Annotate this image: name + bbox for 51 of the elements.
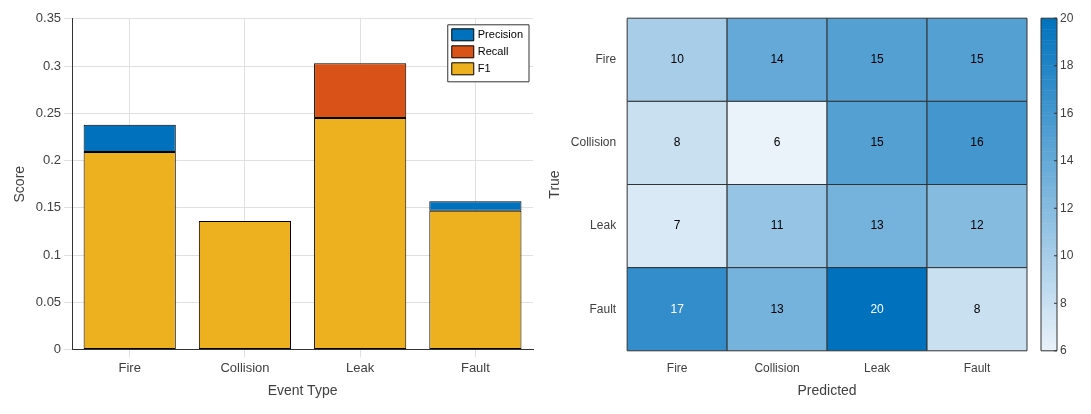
color-bar-label: 12: [1060, 200, 1074, 215]
data-label: 12: [970, 218, 985, 233]
y-tick-label: 0: [53, 341, 62, 357]
data-label: 10: [670, 52, 685, 67]
y-axis-title: True: [546, 170, 563, 199]
x-tick-label: Collision: [754, 361, 800, 376]
data-label: 16: [970, 135, 985, 150]
y-tick-label: Fault: [589, 301, 617, 316]
x-tick-label: Leak: [864, 361, 892, 376]
data-label: 20: [870, 301, 885, 316]
data-label: 7: [673, 218, 681, 233]
data-label: 13: [770, 301, 785, 316]
data-label: 14: [770, 52, 785, 67]
y-tick-label: 0.05: [35, 293, 62, 309]
data-label: 11: [770, 218, 784, 233]
legend-label: Recall: [477, 44, 509, 57]
data-label: 6: [773, 135, 781, 150]
data-label: 13: [870, 218, 885, 233]
color-bar-label: 20: [1060, 10, 1074, 25]
x-tick-label: Fault: [460, 359, 491, 375]
x-tick-label: Fault: [963, 361, 992, 376]
data-label: 15: [870, 135, 885, 150]
y-tick-label: Collision: [570, 135, 617, 150]
color-bar-label: 16: [1060, 105, 1074, 120]
color-bar-label: 10: [1060, 248, 1074, 263]
x-axis-title: Event Type: [267, 382, 338, 399]
y-tick-label: 0.25: [35, 104, 62, 120]
color-bar-label: 8: [1060, 295, 1067, 310]
y-tick-label: Fire: [595, 52, 617, 67]
y-tick-label: 0.1: [43, 246, 62, 262]
y-tick-label: 0.15: [35, 199, 62, 215]
color-bar-label: 14: [1060, 153, 1074, 168]
y-axis-title: Score: [11, 165, 28, 203]
data-label: 15: [870, 52, 885, 67]
y-tick-label: 0.3: [43, 57, 62, 73]
y-tick-label: 0.2: [43, 152, 62, 168]
data-label: 17: [670, 301, 685, 316]
data-label: 8: [673, 135, 681, 150]
color-bar-label: 6: [1060, 343, 1067, 358]
x-tick-label: Leak: [346, 359, 375, 375]
data-label: 8: [973, 301, 981, 316]
x-tick-label: Collision: [220, 359, 270, 375]
legend-label: Precision: [477, 27, 524, 40]
y-tick-label: 0.35: [35, 10, 62, 26]
x-tick-label: Fire: [118, 359, 141, 375]
color-bar-label: 18: [1060, 58, 1074, 73]
legend-label: F1: [477, 61, 491, 74]
y-tick-label: Leak: [590, 218, 618, 233]
data-label: 15: [970, 52, 985, 67]
x-axis-title: Predicted: [797, 382, 857, 399]
x-tick-label: Fire: [666, 361, 688, 376]
